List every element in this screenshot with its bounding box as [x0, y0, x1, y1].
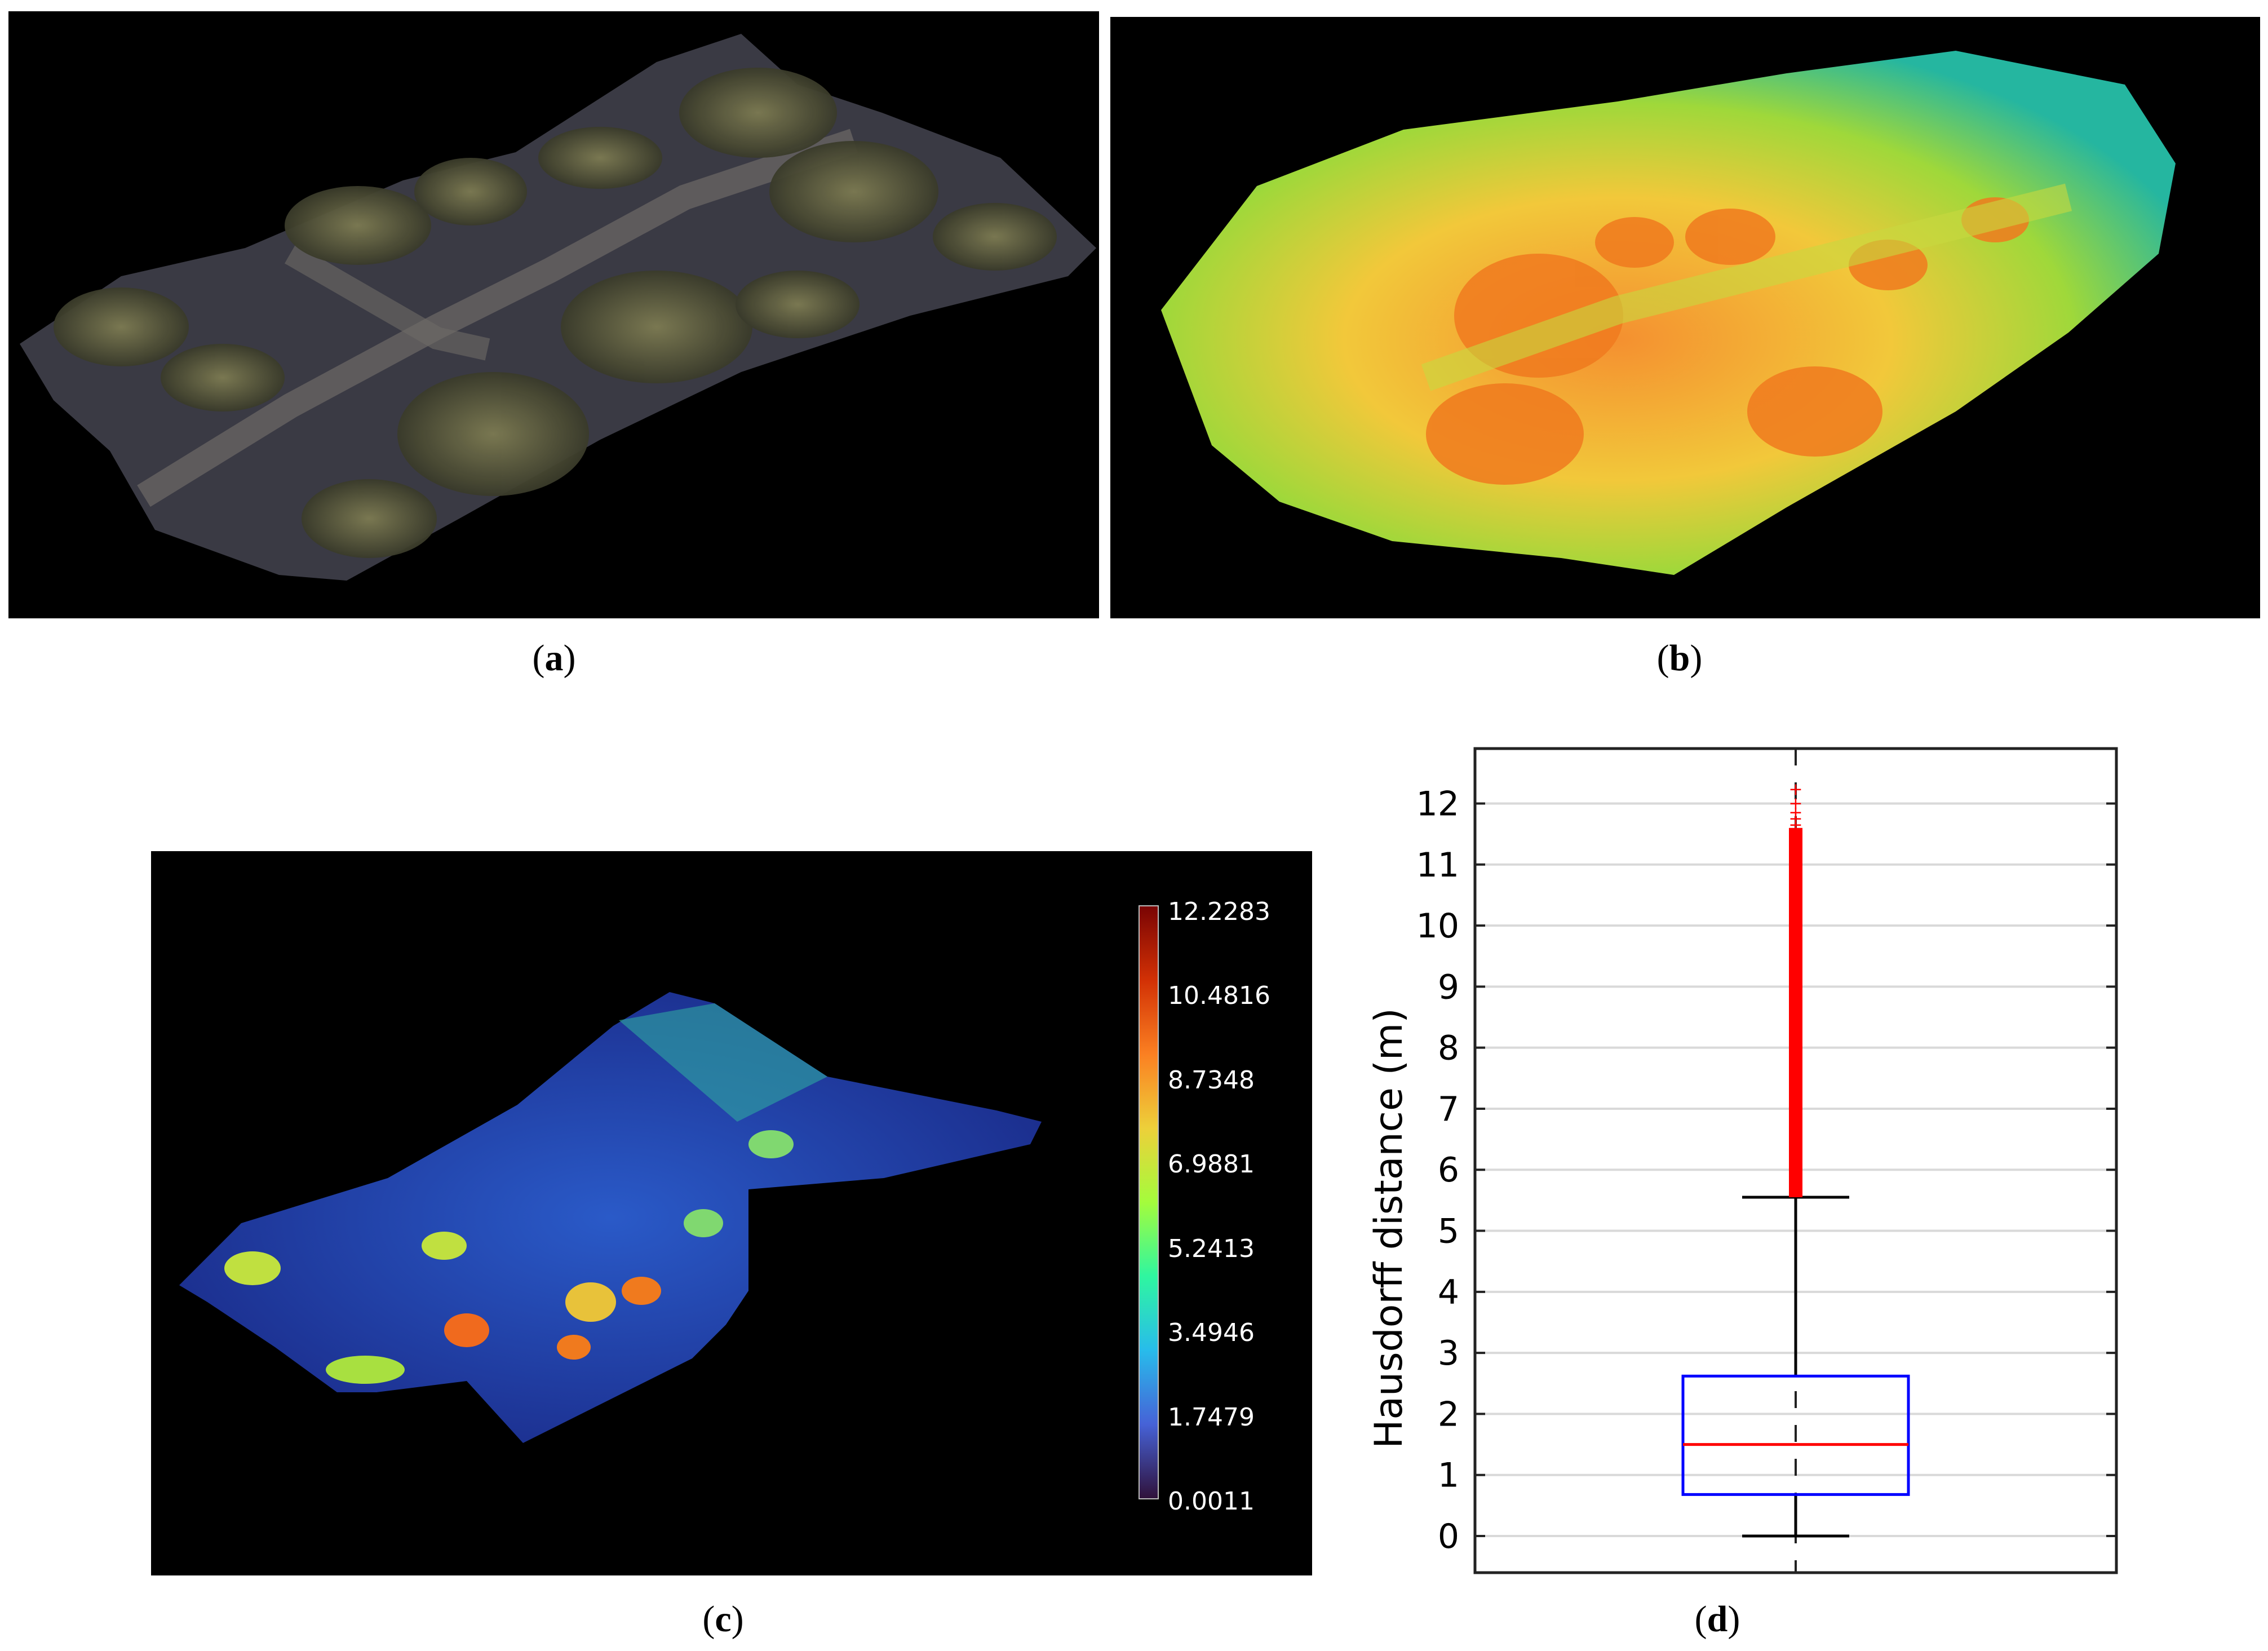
- y-tick-label: 10: [1416, 906, 1459, 946]
- y-tick-label: 12: [1416, 784, 1459, 824]
- box-plot: +++++: [1681, 749, 1910, 1573]
- elevation-pointcloud-image: [1161, 51, 2176, 575]
- colorbar-ticks: 12.2283 10.4816 8.7348 6.9881 5.2413 3.4…: [1168, 897, 1270, 1516]
- box-iqr: [1681, 1374, 1910, 1496]
- outlier-band: [1789, 827, 1802, 1197]
- caption-a: (a): [532, 638, 576, 679]
- colorbar-tick: 10.4816: [1168, 981, 1270, 1010]
- y-tick-label: 3: [1438, 1334, 1459, 1373]
- y-tick-label: 5: [1438, 1212, 1459, 1251]
- caption-c: (c): [702, 1599, 744, 1640]
- y-tick-label: 7: [1438, 1090, 1459, 1129]
- y-axis-label: Hausdorff distance (m): [1367, 1008, 1411, 1449]
- outlier-point: +: [1788, 809, 1802, 829]
- y-tick-label: 1: [1438, 1456, 1459, 1495]
- y-tick-label: 2: [1438, 1395, 1459, 1434]
- elevation-surface: [1161, 51, 2176, 575]
- y-tick-label: 4: [1438, 1273, 1459, 1312]
- vegetation-clusters: [54, 68, 1057, 558]
- hausdorff-pointcloud-image: [179, 992, 1042, 1443]
- outlier-point: +: [1788, 780, 1802, 800]
- hausdorff-surface: [179, 992, 1042, 1443]
- y-tick-label: 6: [1438, 1150, 1459, 1190]
- y-tick-label: 8: [1438, 1029, 1459, 1068]
- caption-b: (b): [1656, 638, 1703, 679]
- colorbar-tick: 3.4946: [1168, 1318, 1255, 1347]
- y-tick-label: 9: [1438, 967, 1459, 1007]
- rgb-pointcloud-image: [20, 34, 1096, 581]
- colorbar-tick: 5.2413: [1168, 1234, 1255, 1263]
- y-tick-label: 11: [1416, 846, 1459, 885]
- panel-a-rgb-pointcloud: [8, 11, 1099, 618]
- caption-d: (d): [1694, 1599, 1740, 1640]
- colorbar-tick: 0.0011: [1168, 1487, 1255, 1516]
- y-tick-label: 0: [1438, 1517, 1459, 1556]
- plot-frame: [1473, 747, 2118, 1574]
- panel-c-hausdorff-pointcloud: 12.2283 10.4816 8.7348 6.9881 5.2413 3.4…: [151, 851, 1312, 1575]
- colorbar-tick: 8.7348: [1168, 1066, 1255, 1095]
- colorbar-tick: 1.7479: [1168, 1403, 1255, 1432]
- outlier-point: +: [1788, 794, 1802, 813]
- terrain-area: [20, 34, 1096, 581]
- colorbar-tick: 6.9881: [1168, 1150, 1255, 1179]
- colorbar-tick: 12.2283: [1168, 897, 1270, 926]
- hotspots: [224, 1130, 794, 1384]
- colorbar: [1139, 905, 1159, 1499]
- outlier-point: +: [1788, 803, 1802, 823]
- panel-b-elevation-pointcloud: [1110, 17, 2260, 618]
- outlier-point: +: [1788, 815, 1802, 835]
